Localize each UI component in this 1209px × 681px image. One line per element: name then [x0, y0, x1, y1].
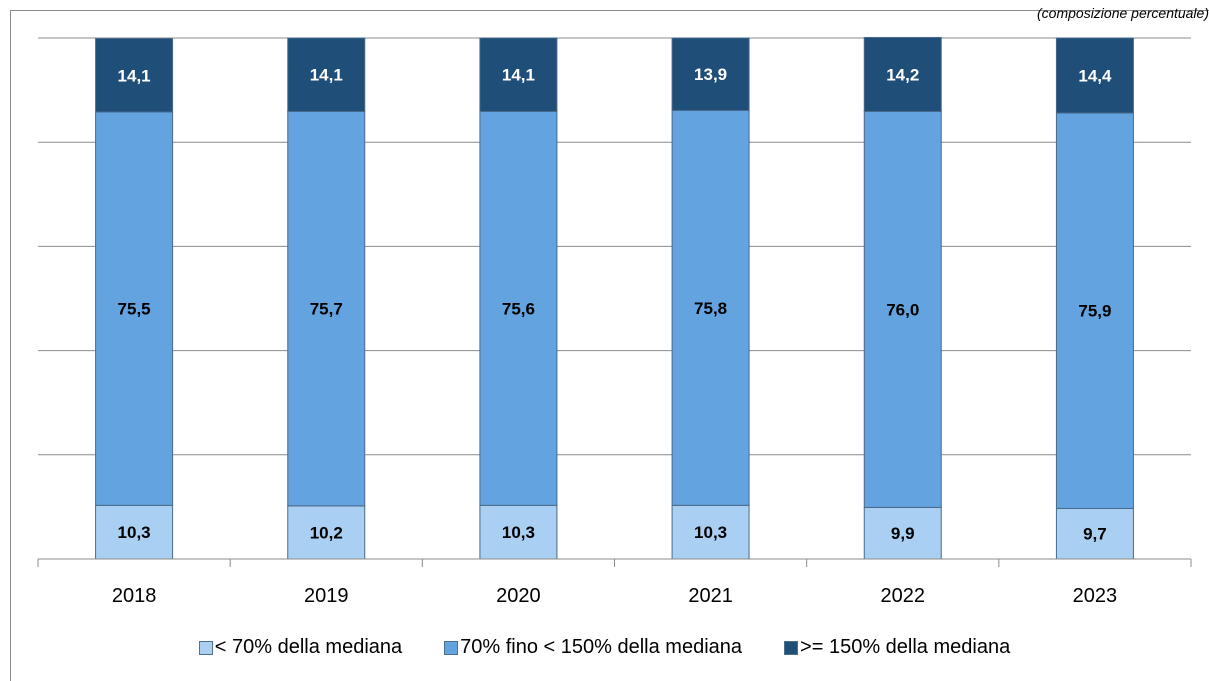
data-label-2020-s2: 14,1: [502, 66, 535, 85]
data-label-2022-s1: 76,0: [886, 300, 919, 319]
legend-swatch-70-150: [444, 640, 459, 655]
data-label-2018-s2: 14,1: [118, 66, 151, 85]
data-label-2019-s0: 10,2: [310, 523, 343, 542]
bar-segment-2020-s0: [479, 504, 558, 560]
bars: 10,3 75,5 14,1 10,2 75,7 14,1 10,3 75,6 14,1 10,3…: [95, 36, 1134, 560]
bar-segment-2018-s1: [95, 111, 174, 506]
data-label-2019-s1: 75,7: [310, 300, 343, 319]
bar-segment-2023-s1: [1055, 112, 1134, 509]
bar-segment-2020-s2: [479, 37, 558, 112]
data-label-2023-s1: 75,9: [1078, 302, 1111, 321]
data-label-2020-s0: 10,3: [502, 523, 535, 542]
legend: < 70% della mediana 70% fino < 150% dell…: [0, 636, 1209, 659]
data-label-2021-s2: 13,9: [694, 65, 727, 84]
legend-label-above-150: >= 150% della mediana: [800, 636, 1011, 658]
data-label-2020-s1: 75,6: [502, 299, 535, 318]
data-label-2022-s0: 9,9: [891, 524, 915, 543]
bar-segment-2021-s2: [671, 37, 750, 111]
chart-subtitle: (composizione percentuale): [1037, 5, 1209, 21]
legend-item-70-150: 70% fino < 150% della mediana: [444, 636, 742, 659]
x-tick-label-2020: 2020: [496, 585, 541, 607]
data-label-2021-s1: 75,8: [694, 299, 727, 318]
legend-item-below-70: < 70% della mediana: [198, 636, 403, 659]
legend-swatch-above-150: [784, 640, 799, 655]
bar-segment-2019-s1: [287, 110, 366, 507]
bar-segment-2023-s2: [1055, 37, 1134, 114]
data-label-2022-s2: 14,2: [886, 65, 919, 84]
bar-segment-2022-s2: [863, 36, 942, 112]
x-tick-label-2018: 2018: [112, 585, 157, 607]
chart-frame: (composizione percentuale): [10, 5, 1209, 681]
x-tick-label-2021: 2021: [688, 585, 733, 607]
legend-label-below-70: < 70% della mediana: [214, 636, 403, 658]
data-label-2021-s0: 10,3: [694, 523, 727, 542]
bar-segment-2018-s2: [95, 38, 174, 113]
bar-segment-2023-s0: [1055, 507, 1134, 560]
data-label-2023-s0: 9,7: [1083, 525, 1107, 544]
legend-item-above-150: >= 150% della mediana: [784, 636, 1010, 659]
legend-label-70-150: 70% fino < 150% della mediana: [460, 636, 743, 658]
x-axis: 2018 2019 2020 2021 2022 2023: [37, 558, 1192, 607]
x-tick-label-2023: 2023: [1073, 585, 1118, 607]
gridlines: [38, 37, 1191, 456]
data-label-2018-s1: 75,5: [118, 300, 151, 319]
x-tick-label-2019: 2019: [304, 585, 349, 607]
bar-segment-2021-s1: [671, 109, 750, 506]
bar-segment-2020-s1: [479, 110, 558, 506]
data-label-2023-s2: 14,4: [1078, 67, 1112, 86]
bar-segment-2019-s2: [287, 37, 366, 112]
x-tick-label-2022: 2022: [881, 585, 926, 607]
legend-swatch-below-70: [198, 640, 213, 655]
data-label-2019-s2: 14,1: [310, 66, 343, 85]
data-label-2018-s0: 10,3: [118, 523, 151, 542]
bar-segment-2022-s1: [863, 110, 942, 508]
bar-segment-2022-s0: [863, 506, 942, 560]
